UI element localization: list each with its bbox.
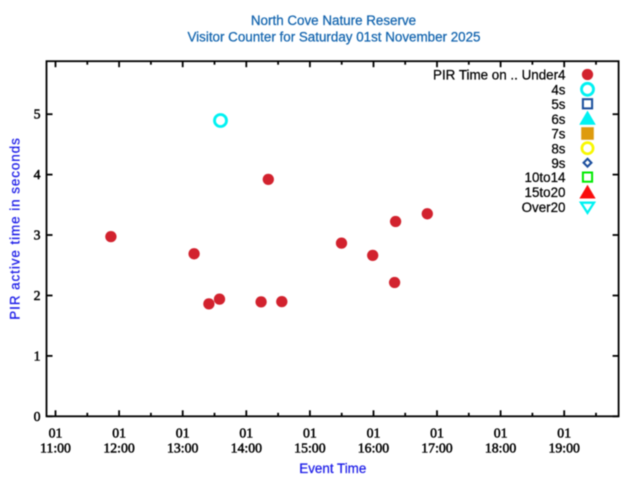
svg-text:19:00: 19:00	[548, 440, 580, 455]
svg-text:01: 01	[49, 426, 63, 441]
svg-text:8s: 8s	[551, 141, 565, 156]
svg-text:01: 01	[557, 426, 571, 441]
svg-text:17:00: 17:00	[421, 440, 453, 455]
svg-text:01: 01	[303, 426, 317, 441]
svg-text:10to14: 10to14	[525, 170, 567, 185]
svg-text:15:00: 15:00	[294, 440, 326, 455]
svg-text:01: 01	[430, 426, 444, 441]
svg-text:9s: 9s	[551, 156, 565, 171]
svg-text:15to20: 15to20	[525, 185, 566, 200]
svg-text:18:00: 18:00	[485, 440, 517, 455]
svg-text:01: 01	[176, 426, 190, 441]
svg-text:Over20: Over20	[522, 200, 566, 215]
svg-text:01: 01	[239, 426, 253, 441]
svg-text:7s: 7s	[551, 127, 565, 142]
svg-text:16:00: 16:00	[358, 440, 390, 455]
svg-text:12:00: 12:00	[103, 440, 135, 455]
svg-text:0: 0	[34, 409, 41, 424]
svg-text:PIR Time on .. Under4: PIR Time on .. Under4	[433, 68, 566, 83]
svg-text:13:00: 13:00	[167, 440, 199, 455]
svg-text:3: 3	[34, 228, 41, 243]
svg-text:Visitor Counter for Saturday 0: Visitor Counter for Saturday 01st Novemb…	[187, 29, 480, 44]
svg-text:5s: 5s	[551, 97, 565, 112]
svg-text:01: 01	[112, 426, 126, 441]
svg-text:14:00: 14:00	[231, 440, 263, 455]
svg-text:North Cove Nature Reserve: North Cove Nature Reserve	[251, 13, 416, 28]
svg-text:4: 4	[34, 167, 41, 182]
svg-text:01: 01	[494, 426, 508, 441]
svg-text:4s: 4s	[551, 82, 565, 97]
svg-text:PIR active time in seconds: PIR active time in seconds	[8, 137, 23, 319]
svg-text:01: 01	[367, 426, 381, 441]
svg-text:6s: 6s	[551, 112, 565, 127]
svg-text:11:00: 11:00	[40, 440, 71, 455]
svg-text:2: 2	[34, 288, 41, 303]
svg-text:1: 1	[34, 348, 41, 363]
svg-text:Event Time: Event Time	[299, 461, 366, 476]
svg-text:5: 5	[34, 107, 41, 122]
